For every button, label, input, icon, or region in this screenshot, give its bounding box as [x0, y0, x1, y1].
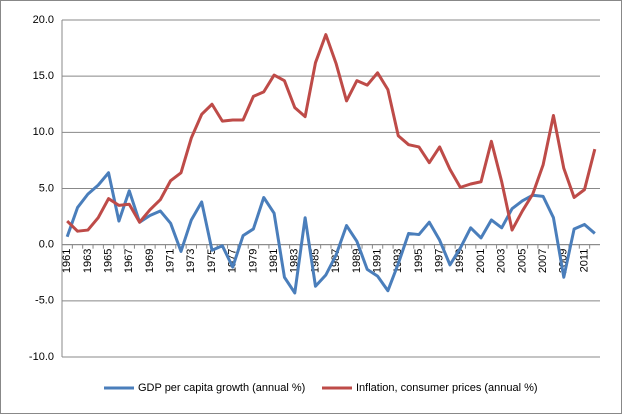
y-tick-label: -10.0 — [29, 351, 54, 363]
x-tick-label: 1969 — [144, 249, 156, 273]
x-tick-label: 2007 — [537, 249, 549, 273]
legend-label: Inflation, consumer prices (annual %) — [356, 382, 538, 394]
x-tick-label: 1989 — [351, 249, 363, 273]
x-tick-label: 1967 — [123, 249, 135, 273]
x-tick-label: 1979 — [247, 249, 259, 273]
x-tick-label: 1997 — [434, 249, 446, 273]
x-tick-label: 1991 — [371, 249, 383, 273]
x-tick-label: 1987 — [330, 249, 342, 273]
legend-label: GDP per capita growth (annual %) — [138, 382, 305, 394]
x-tick-label: 1975 — [206, 249, 218, 273]
y-tick-label: 0.0 — [39, 239, 54, 251]
x-tick-label: 1965 — [102, 249, 114, 273]
y-tick-label: 10.0 — [33, 126, 54, 138]
x-tick-label: 1963 — [82, 249, 94, 273]
x-tick-label: 2003 — [496, 249, 508, 273]
y-tick-label: 20.0 — [33, 14, 54, 26]
x-tick-label: 2005 — [516, 249, 528, 273]
series-line — [66, 33, 597, 233]
x-tick-label: 1995 — [413, 249, 425, 273]
x-tick-label: 1981 — [268, 249, 280, 273]
y-tick-label: 5.0 — [39, 182, 54, 194]
x-tick-label: 1973 — [185, 249, 197, 273]
x-tick-label: 2011 — [578, 249, 590, 273]
x-tick-label: 1961 — [61, 249, 73, 273]
x-tick-label: 2001 — [475, 249, 487, 273]
x-tick-label: 1971 — [165, 249, 177, 273]
y-tick-label: 15.0 — [33, 70, 54, 82]
y-tick-label: -5.0 — [35, 295, 54, 307]
series-line — [65, 171, 596, 295]
